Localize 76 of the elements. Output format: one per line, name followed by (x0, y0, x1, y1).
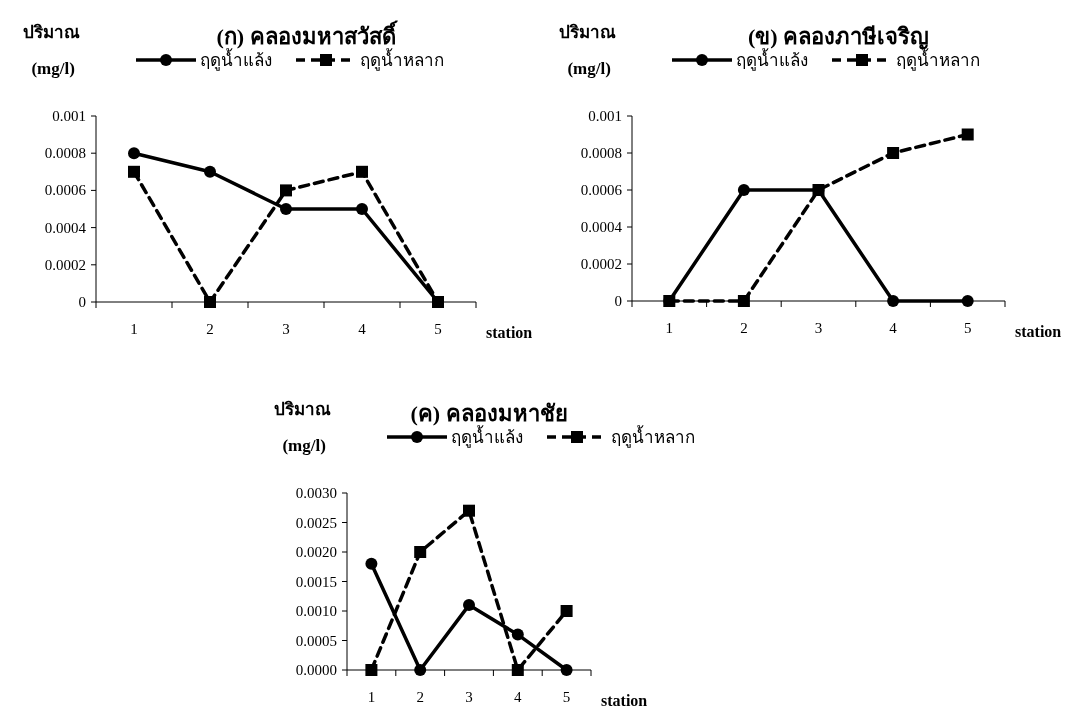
x-axis-title: station (601, 692, 648, 709)
point (737, 184, 750, 196)
point (128, 165, 140, 178)
y-tick-label: 0 (614, 293, 622, 309)
x-tick-label: 1 (130, 321, 138, 337)
x-tick-label: 1 (367, 689, 376, 705)
x-axis-title: station (1015, 323, 1062, 340)
point (414, 546, 427, 558)
x-tick-label: 1 (665, 320, 674, 336)
chart-title: (ก) คลองมหาสวัสดิ์ (216, 20, 398, 49)
y-tick-label: 0.0002 (44, 256, 86, 273)
x-tick-label: 3 (282, 321, 290, 337)
point (737, 295, 750, 307)
point (463, 599, 475, 612)
x-tick-label: 4 (358, 321, 367, 337)
x-tick-label: 5 (562, 689, 571, 705)
x-axis-title: station (486, 324, 533, 341)
y-tick-label: 0.0005 (295, 632, 337, 649)
point (560, 664, 573, 676)
chart-title: (ข) คลองภาษีเจริญ (747, 24, 930, 50)
point (961, 295, 974, 307)
x-tick-label: 5 (963, 320, 972, 336)
y-tick-label: 0.0020 (295, 544, 337, 560)
x-tick-label: 4 (514, 689, 523, 705)
x-tick-label: 3 (814, 320, 823, 336)
y-tick-label: 0.0002 (580, 256, 622, 272)
point (365, 557, 378, 570)
y-tick-label: 0.0008 (580, 145, 622, 161)
y-tick-label: 0.0006 (44, 182, 87, 199)
y-tick-label: 0.0025 (295, 514, 337, 531)
point (812, 184, 825, 196)
x-tick-label: 2 (206, 321, 214, 337)
point (432, 296, 444, 308)
y-tick-label: 0.0010 (295, 603, 337, 619)
x-tick-label: 3 (465, 689, 473, 705)
y-tick-label: 0.001 (52, 108, 86, 124)
chart-title: (ค) คลองมหาชัย (410, 401, 568, 426)
point (887, 147, 900, 159)
x-tick-label: 2 (416, 689, 424, 705)
y-axis-title: ปริมาณ (mg/l) (273, 400, 331, 455)
x-tick-label: 4 (889, 320, 898, 336)
point (356, 165, 368, 178)
y-tick-label: 0.0006 (580, 182, 623, 198)
y-tick-label: 0.0030 (295, 485, 337, 501)
legend-label: ฤดูน้ำหลาก (360, 48, 444, 71)
point (356, 203, 368, 215)
legend-label: ฤดูน้ำแล้ง (451, 425, 523, 448)
y-tick-label: 0.0000 (295, 662, 337, 678)
point (280, 184, 292, 197)
point (280, 203, 292, 215)
legend-label: ฤดูน้ำหลาก (611, 425, 695, 448)
x-tick-label: 2 (740, 320, 748, 336)
y-tick-label: 0.0015 (295, 573, 337, 590)
legend-label: ฤดูน้ำหลาก (896, 48, 980, 71)
point (204, 296, 216, 308)
point (887, 295, 900, 307)
x-tick-label: 5 (434, 321, 442, 337)
point (961, 128, 974, 141)
y-tick-label: 0 (78, 294, 86, 310)
point (463, 504, 475, 517)
point (560, 605, 573, 617)
y-tick-label: 0.001 (588, 108, 622, 124)
y-tick-label: 0.0008 (44, 145, 86, 162)
legend-label: ฤดูน้ำแล้ง (200, 48, 272, 71)
point (204, 165, 216, 178)
y-axis-title: ปริมาณ (mg/l) (558, 23, 616, 78)
point (365, 664, 378, 676)
y-axis-title: ปริมาณ (mg/l) (22, 23, 80, 78)
legend-label: ฤดูน้ำแล้ง (736, 48, 808, 71)
y-tick-label: 0.0004 (44, 219, 87, 236)
point (663, 295, 676, 307)
point (511, 664, 524, 676)
point (128, 147, 140, 160)
point (511, 628, 524, 641)
y-tick-label: 0.0004 (580, 219, 623, 235)
point (414, 664, 427, 676)
